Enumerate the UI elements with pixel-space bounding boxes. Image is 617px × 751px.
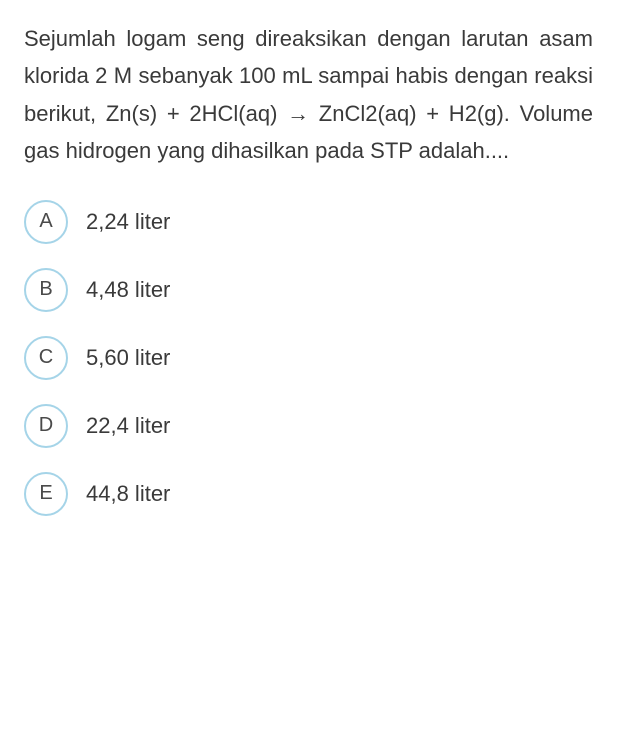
option-letter: B <box>39 278 52 301</box>
option-circle: E <box>24 472 68 516</box>
option-letter: D <box>39 414 53 437</box>
option-text: 44,8 liter <box>86 481 170 507</box>
option-text: 4,48 liter <box>86 277 170 303</box>
option-circle: D <box>24 404 68 448</box>
options-container: A 2,24 liter B 4,48 liter C 5,60 liter D… <box>24 200 593 516</box>
option-circle: C <box>24 336 68 380</box>
option-circle: A <box>24 200 68 244</box>
option-letter: E <box>39 482 52 505</box>
option-letter: C <box>39 346 53 369</box>
question-text: Sejumlah logam seng direaksikan dengan l… <box>24 20 593 170</box>
option-row-c[interactable]: C 5,60 liter <box>24 336 593 380</box>
option-row-b[interactable]: B 4,48 liter <box>24 268 593 312</box>
option-text: 5,60 liter <box>86 345 170 371</box>
option-row-e[interactable]: E 44,8 liter <box>24 472 593 516</box>
option-row-a[interactable]: A 2,24 liter <box>24 200 593 244</box>
option-letter: A <box>39 210 52 233</box>
option-circle: B <box>24 268 68 312</box>
option-row-d[interactable]: D 22,4 liter <box>24 404 593 448</box>
option-text: 22,4 liter <box>86 413 170 439</box>
option-text: 2,24 liter <box>86 209 170 235</box>
